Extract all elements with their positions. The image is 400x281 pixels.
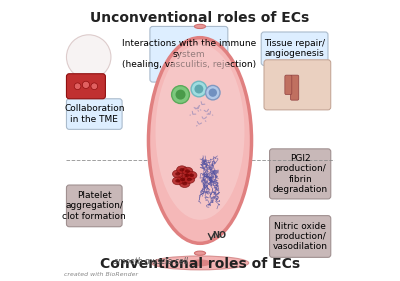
Ellipse shape [189, 174, 194, 177]
Text: Interactions with the immune
system
(healing, vasculitis, rejection): Interactions with the immune system (hea… [122, 39, 256, 69]
FancyBboxPatch shape [290, 75, 299, 100]
Text: Platelet
aggregation/
clot formation: Platelet aggregation/ clot formation [62, 191, 126, 221]
Text: NO: NO [212, 231, 226, 240]
Text: Unconventional roles of ECs: Unconventional roles of ECs [90, 11, 310, 25]
Circle shape [191, 81, 207, 97]
Circle shape [172, 86, 190, 103]
Text: Tissue repair/
angiogenesis: Tissue repair/ angiogenesis [264, 39, 325, 58]
Ellipse shape [151, 256, 249, 270]
Ellipse shape [182, 171, 192, 179]
Circle shape [206, 85, 220, 100]
Ellipse shape [184, 176, 195, 183]
FancyBboxPatch shape [285, 75, 292, 95]
Text: Conventional roles of ECs: Conventional roles of ECs [100, 257, 300, 271]
Ellipse shape [184, 174, 190, 177]
FancyBboxPatch shape [66, 74, 106, 99]
FancyBboxPatch shape [66, 185, 122, 227]
Circle shape [91, 83, 98, 90]
Ellipse shape [180, 180, 190, 187]
Ellipse shape [177, 166, 187, 174]
Text: Nitric oxide
production/
vasodilation: Nitric oxide production/ vasodilation [273, 222, 328, 251]
FancyBboxPatch shape [261, 32, 328, 65]
Ellipse shape [172, 170, 183, 178]
Ellipse shape [194, 251, 206, 255]
Ellipse shape [189, 259, 211, 266]
FancyBboxPatch shape [270, 149, 331, 199]
FancyBboxPatch shape [264, 60, 331, 110]
FancyBboxPatch shape [66, 99, 122, 129]
Ellipse shape [148, 38, 252, 243]
Ellipse shape [187, 178, 192, 181]
Ellipse shape [186, 171, 197, 179]
Circle shape [176, 90, 186, 99]
Ellipse shape [180, 168, 184, 171]
Ellipse shape [182, 167, 193, 175]
Text: created with BioRender: created with BioRender [64, 272, 138, 277]
FancyBboxPatch shape [150, 26, 228, 82]
Ellipse shape [185, 169, 190, 173]
Circle shape [194, 85, 203, 94]
Ellipse shape [180, 178, 185, 181]
Ellipse shape [194, 24, 206, 28]
Ellipse shape [175, 172, 180, 176]
Ellipse shape [182, 182, 187, 185]
Ellipse shape [66, 35, 111, 79]
Circle shape [82, 81, 90, 89]
FancyBboxPatch shape [270, 216, 331, 257]
Text: smooth muscle cell: smooth muscle cell [114, 257, 188, 266]
Ellipse shape [177, 176, 188, 183]
Text: PGI2
production/
fibrin
degradation: PGI2 production/ fibrin degradation [272, 154, 328, 194]
Ellipse shape [156, 44, 244, 220]
Text: Collaboration
in the TME: Collaboration in the TME [64, 104, 124, 124]
Ellipse shape [175, 179, 180, 183]
Circle shape [209, 89, 217, 97]
Circle shape [74, 83, 81, 90]
Ellipse shape [172, 177, 183, 185]
